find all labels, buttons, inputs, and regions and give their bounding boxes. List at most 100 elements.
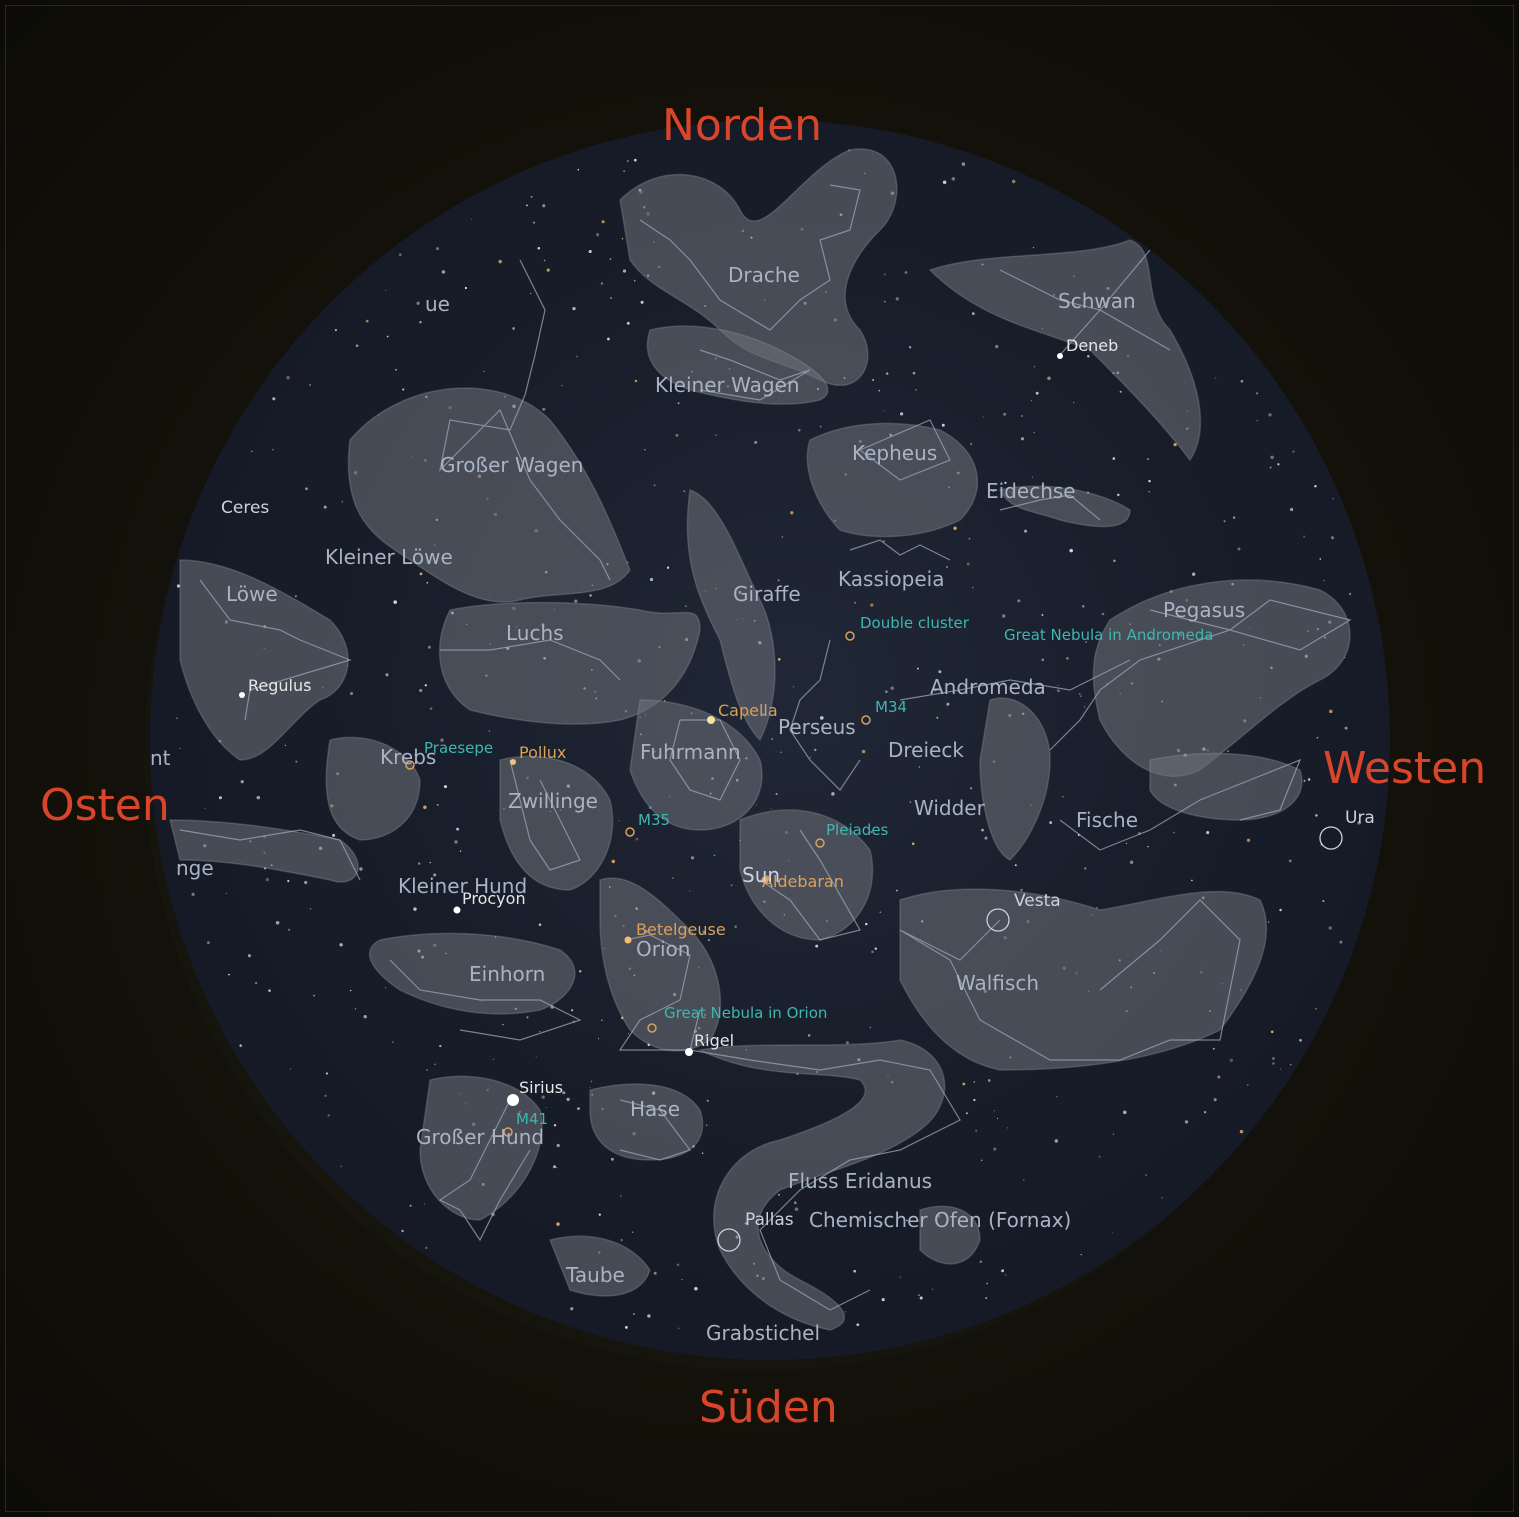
background-star <box>932 1288 934 1290</box>
background-star <box>265 877 270 882</box>
background-star <box>909 801 912 803</box>
background-star <box>953 526 957 530</box>
background-star <box>911 842 915 846</box>
background-star <box>304 880 308 885</box>
background-star <box>419 321 422 324</box>
background-star <box>938 670 942 674</box>
lion-lines <box>199 579 352 721</box>
background-star <box>539 1031 541 1033</box>
background-star <box>443 785 448 789</box>
andromeda-art <box>979 697 1051 861</box>
background-star <box>1049 821 1053 825</box>
background-star <box>577 168 580 171</box>
background-star <box>618 820 620 822</box>
background-star <box>1357 821 1361 825</box>
background-star <box>1056 1095 1058 1098</box>
background-star <box>993 1147 997 1151</box>
background-star <box>1080 1253 1082 1256</box>
background-star <box>730 884 733 887</box>
background-star <box>256 795 261 800</box>
background-star <box>255 981 258 985</box>
background-star <box>620 1238 623 1242</box>
background-star <box>777 1193 781 1196</box>
background-star <box>1267 921 1270 923</box>
background-star <box>251 450 253 453</box>
praesepe-marker <box>405 760 415 770</box>
background-star <box>392 1041 394 1043</box>
constellation-label: Einhorn <box>469 962 545 986</box>
background-star <box>1014 864 1017 867</box>
background-star <box>623 170 625 172</box>
star-label-regulus: Regulus <box>248 676 311 695</box>
background-star <box>332 833 336 837</box>
background-star <box>874 947 878 950</box>
background-star <box>433 873 437 877</box>
background-star <box>1269 466 1272 469</box>
star-chart[interactable]: Drache Schwan Kleiner Wagen Kepheus Groß… <box>150 120 1390 1360</box>
background-star <box>419 572 423 576</box>
background-star <box>861 749 866 754</box>
background-star <box>798 428 801 432</box>
background-star <box>627 1032 629 1034</box>
planet-label-ceres: Ceres <box>221 498 269 518</box>
background-star <box>1030 399 1033 402</box>
nebula-label: M41 <box>516 1110 548 1128</box>
vesta-marker <box>986 908 1010 932</box>
background-star <box>971 312 975 315</box>
constellation-label: Krebs <box>380 745 436 769</box>
background-star <box>538 923 542 926</box>
background-star <box>611 859 615 864</box>
background-star <box>176 717 178 719</box>
background-star <box>979 1260 983 1264</box>
taurus-lines <box>759 829 861 941</box>
small-bear-art <box>646 325 829 405</box>
background-star <box>981 828 984 832</box>
constellation-label: Kleiner Löwe <box>325 545 453 569</box>
constellation-label: Giraffe <box>733 582 801 606</box>
background-star <box>545 1106 547 1108</box>
background-star <box>906 1219 908 1222</box>
constellation-label: Großer Wagen <box>440 453 583 477</box>
taurus-art <box>739 809 874 941</box>
background-star <box>1006 1127 1008 1129</box>
background-star <box>870 603 874 607</box>
canis-major-lines <box>438 1099 531 1242</box>
background-star <box>1330 536 1335 540</box>
m35-marker <box>625 827 635 837</box>
background-star <box>295 760 298 763</box>
rigel-star <box>685 1048 693 1056</box>
background-star <box>562 1091 566 1095</box>
background-star <box>677 402 680 405</box>
background-star <box>1057 684 1059 687</box>
background-star <box>556 1222 560 1226</box>
constellation-label: Perseus <box>778 715 856 739</box>
background-star <box>1095 906 1098 909</box>
background-star <box>1145 1174 1147 1176</box>
background-star <box>713 854 716 857</box>
background-star <box>734 925 737 929</box>
capella-star <box>707 716 715 724</box>
constellation-art <box>169 148 1351 1331</box>
background-star <box>1011 179 1016 184</box>
background-star <box>1223 520 1226 523</box>
background-star <box>1062 796 1064 798</box>
background-star <box>471 218 472 220</box>
background-star <box>529 292 532 295</box>
background-star <box>1314 485 1317 488</box>
background-star <box>995 344 999 349</box>
background-star <box>1084 867 1087 870</box>
sky-svg: Drache Schwan Kleiner Wagen Kepheus Groß… <box>150 148 1375 1345</box>
background-star <box>831 792 835 796</box>
star-label-aldebaran: Aldebaran <box>762 872 844 891</box>
background-star <box>571 1009 574 1012</box>
background-star <box>1289 507 1294 512</box>
hare-art <box>589 1083 704 1161</box>
background-star <box>600 282 604 285</box>
background-star <box>288 928 291 931</box>
background-star <box>1057 689 1060 693</box>
auriga-art <box>629 699 763 831</box>
double-cluster-marker <box>845 631 855 641</box>
background-star <box>1247 1084 1249 1086</box>
background-star <box>653 484 656 487</box>
